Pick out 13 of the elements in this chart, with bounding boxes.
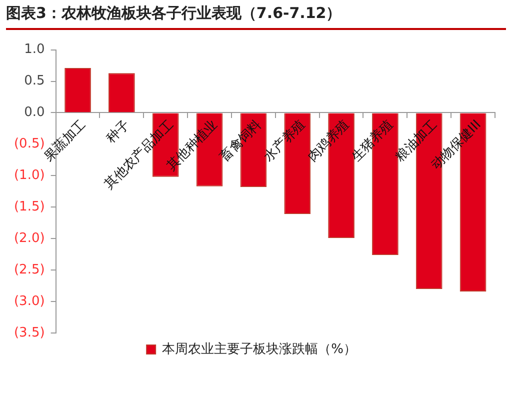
chart-title: 图表3：农林牧渔板块各子行业表现（7.6-7.12） (6, 4, 506, 30)
y-tick-label: (0.5) (14, 136, 45, 152)
y-tick-label: (3.0) (14, 294, 45, 309)
y-tick-label: 1.0 (24, 42, 45, 58)
y-tick-label: (3.5) (14, 325, 45, 340)
y-tick-label: (1.0) (14, 168, 45, 184)
legend-label: 本周农业主要子板块涨跌幅（%） (162, 340, 356, 357)
y-tick-label: 0.5 (24, 74, 45, 89)
x-tick-label: 种子 (104, 117, 133, 146)
y-tick-label: (2.0) (14, 230, 45, 246)
y-tick-label: (2.5) (14, 262, 45, 278)
y-tick-label: 0.0 (24, 105, 45, 120)
y-tick-label: (1.5) (14, 200, 45, 215)
